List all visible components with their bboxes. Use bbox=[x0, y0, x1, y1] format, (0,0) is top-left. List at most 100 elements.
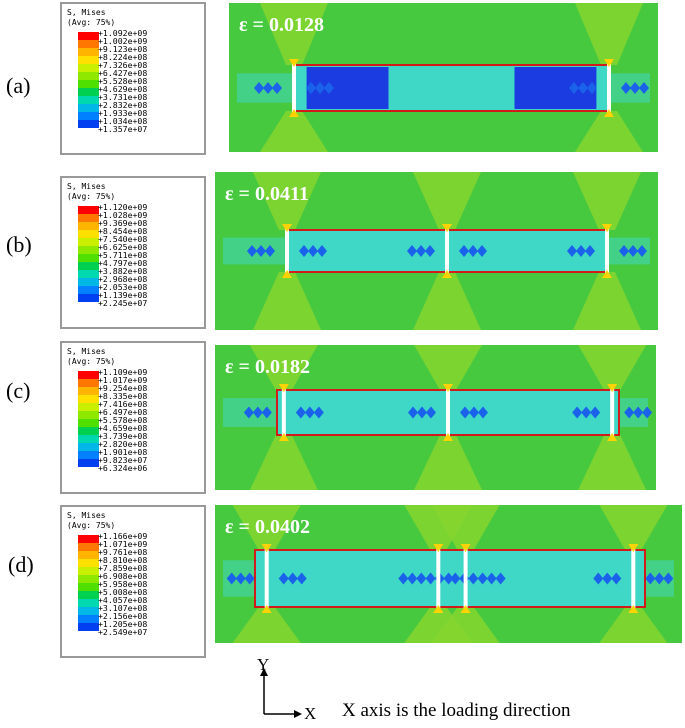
colorbar-swatch bbox=[78, 278, 99, 286]
legend-header-line: S, Mises bbox=[67, 511, 106, 520]
low-stress-diamond bbox=[416, 245, 426, 257]
crack-gap bbox=[463, 549, 468, 608]
y-arrowhead bbox=[260, 668, 268, 676]
stress-tip-marker bbox=[443, 433, 453, 441]
stress-tip-marker bbox=[460, 544, 471, 552]
legend-value: +6.324e+06 bbox=[98, 463, 148, 473]
legend-value: +1.017e+09 bbox=[98, 375, 148, 385]
stress-tip-marker bbox=[607, 384, 618, 392]
low-stress-diamond bbox=[235, 572, 246, 585]
legend-header: S, Mises (Avg: 75%) bbox=[67, 8, 115, 28]
low-stress-diamond bbox=[426, 406, 436, 419]
legend-a: S, Mises (Avg: 75%) +1.092e+09 +1.002e+09 +9… bbox=[60, 2, 206, 155]
low-stress-diamond bbox=[642, 406, 653, 419]
stress-tip-marker bbox=[289, 109, 299, 117]
low-stress-diamond bbox=[624, 406, 635, 419]
stress-tip-marker bbox=[460, 605, 471, 613]
low-stress-diamond bbox=[261, 406, 272, 419]
legend-value: +2.968e+08 bbox=[98, 274, 148, 284]
stress-tip-marker bbox=[628, 544, 639, 552]
low-stress-diamond bbox=[425, 572, 436, 585]
low-stress-diamond bbox=[313, 406, 324, 419]
legend-value: +9.369e+08 bbox=[98, 218, 148, 228]
legend-header-line: (Avg: 75%) bbox=[67, 18, 116, 27]
legend-value: +8.454e+08 bbox=[98, 226, 148, 236]
colorbar-swatch bbox=[78, 387, 99, 395]
low-stress-diamond bbox=[278, 572, 289, 585]
low-stress-diamond bbox=[408, 406, 418, 419]
legend-value: +1.071e+09 bbox=[98, 539, 148, 549]
legend-value: +7.416e+08 bbox=[98, 399, 148, 409]
colorbar-swatch bbox=[78, 427, 99, 435]
strain-label: ε = 0.0182 bbox=[225, 356, 310, 378]
legend-header: S, Mises (Avg: 75%) bbox=[67, 182, 115, 202]
light-green-fan-top bbox=[232, 505, 301, 550]
stress-tip-marker bbox=[442, 224, 452, 232]
low-stress-diamond bbox=[477, 572, 488, 585]
light-green-fan-top bbox=[431, 505, 500, 550]
legend-values: +1.166e+09 +1.071e+09 +9.761e+08 +8.810e+08… bbox=[98, 532, 147, 636]
low-stress-diamond bbox=[308, 245, 318, 257]
low-stress-diamond bbox=[495, 572, 506, 585]
stress-tip-marker bbox=[282, 224, 292, 232]
crack-gap bbox=[264, 549, 269, 608]
light-green-fan-top bbox=[599, 505, 668, 550]
contour-plot-d: ε = 0.0402 bbox=[215, 505, 682, 643]
low-stress-diamond bbox=[256, 245, 266, 257]
legend-value: +5.711e+08 bbox=[98, 250, 148, 260]
low-stress-diamond bbox=[244, 572, 255, 585]
legend-value: +1.166e+09 bbox=[98, 531, 148, 541]
light-green-fan-bottom bbox=[249, 435, 318, 490]
crack-gap bbox=[445, 229, 449, 273]
strain-label: ε = 0.0128 bbox=[239, 14, 324, 36]
panel-label-d: (d) bbox=[8, 552, 34, 577]
low-stress-diamond bbox=[619, 245, 629, 257]
low-stress-diamond bbox=[460, 406, 470, 419]
low-stress-diamond bbox=[569, 82, 579, 94]
colorbar-swatch bbox=[78, 451, 99, 459]
low-stress-diamond bbox=[478, 406, 488, 419]
crack-gap bbox=[285, 229, 289, 273]
low-stress-diamond bbox=[247, 245, 257, 257]
light-green-fan-bottom bbox=[413, 272, 481, 330]
colorbar-swatch bbox=[78, 615, 99, 623]
light-green-fan-bottom bbox=[573, 272, 641, 330]
legend-values: +1.120e+09 +1.028e+09 +9.369e+08 +8.454e+08… bbox=[98, 203, 147, 307]
legend-value: +6.427e+08 bbox=[98, 68, 148, 78]
low-stress-diamond bbox=[590, 406, 601, 419]
low-stress-diamond bbox=[567, 245, 577, 257]
low-stress-diamond bbox=[477, 245, 487, 257]
panel-label-a: (a) bbox=[6, 73, 31, 98]
stress-tip-marker bbox=[604, 109, 614, 117]
legend-values: +1.109e+09 +1.017e+09 +9.254e+08 +8.335e+08… bbox=[98, 368, 147, 472]
low-stress-diamond bbox=[637, 245, 647, 257]
legend-value: +9.123e+08 bbox=[98, 44, 148, 54]
low-stress-diamond bbox=[272, 82, 282, 94]
contour-plot-c: ε = 0.0182 bbox=[215, 345, 656, 490]
legend-d: S, Mises (Avg: 75%) +1.166e+09 +1.071e+09 +9… bbox=[60, 505, 206, 658]
low-stress-diamond bbox=[645, 572, 656, 585]
strain-label: ε = 0.0402 bbox=[225, 516, 310, 538]
legend-value: +9.761e+08 bbox=[98, 547, 148, 557]
stress-tip-marker bbox=[602, 224, 612, 232]
colorbar-swatch bbox=[78, 294, 99, 302]
low-stress-diamond bbox=[425, 245, 435, 257]
legend-value: +4.629e+08 bbox=[98, 84, 148, 94]
stress-tip-marker bbox=[289, 59, 299, 67]
crack-gap bbox=[607, 64, 611, 112]
colorbar-swatch bbox=[78, 575, 99, 583]
legend-value: +9.823e+07 bbox=[98, 455, 148, 465]
strain-label: ε = 0.0411 bbox=[225, 183, 309, 205]
colorbar-swatch bbox=[78, 48, 99, 56]
colorbar-swatch bbox=[78, 96, 99, 104]
low-stress-diamond bbox=[324, 82, 334, 94]
legend-value: +2.053e+08 bbox=[98, 282, 148, 292]
colorbar-swatch bbox=[78, 56, 99, 64]
legend-b: S, Mises (Avg: 75%) +1.120e+09 +1.028e+09 +9… bbox=[60, 176, 206, 329]
legend-value: +4.057e+08 bbox=[98, 595, 148, 605]
low-stress-diamond bbox=[572, 406, 583, 419]
colorbar-swatch bbox=[78, 403, 99, 411]
x-arrowhead bbox=[294, 710, 302, 718]
light-green-fan-bottom bbox=[232, 607, 301, 643]
stress-tip-marker bbox=[282, 270, 292, 278]
